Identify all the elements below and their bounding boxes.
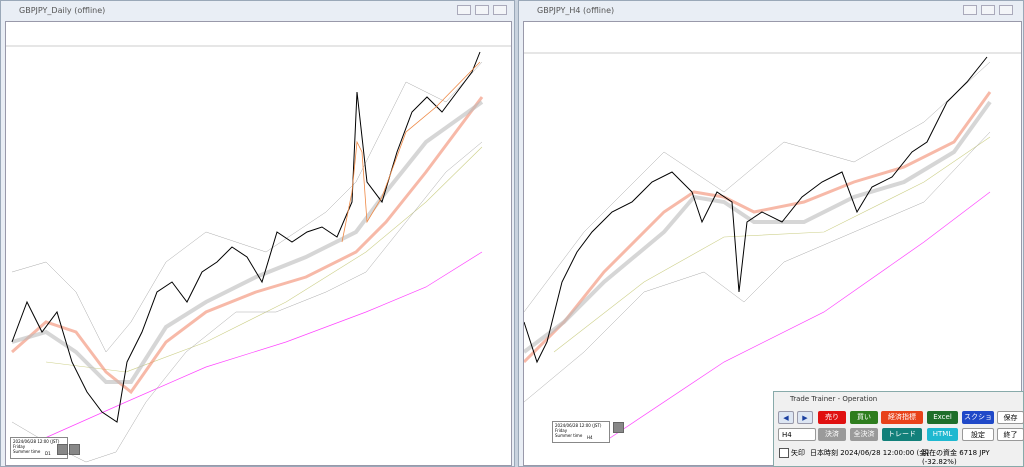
chart bbox=[5, 21, 512, 466]
button[interactable]: 全決済 bbox=[850, 428, 878, 441]
panel-title: Trade Trainer - Operation bbox=[790, 395, 878, 403]
next-arrow[interactable] bbox=[69, 444, 80, 455]
checkbox[interactable] bbox=[779, 448, 789, 458]
window-title: GBPJPY_Daily (offline) bbox=[19, 6, 106, 15]
maximize[interactable] bbox=[981, 5, 995, 15]
info-timeframe: D1 bbox=[45, 451, 51, 456]
info-day: Friday bbox=[13, 444, 26, 449]
button[interactable]: 設定 bbox=[962, 428, 994, 441]
button[interactable]: スクショ bbox=[962, 411, 994, 424]
minimize[interactable] bbox=[457, 5, 471, 15]
timeframe-select[interactable]: H4 bbox=[778, 428, 816, 441]
info-date: 2024/06/28 12:00 (JST) bbox=[555, 423, 602, 428]
info-date: 2024/06/28 12:00 (JST) bbox=[13, 439, 60, 444]
balance: 現在の資金 6718 JPY (-32.82%) bbox=[922, 449, 990, 466]
button[interactable]: 買い bbox=[850, 411, 878, 424]
prev-arrow[interactable] bbox=[57, 444, 68, 455]
button[interactable]: 経済指標 bbox=[881, 411, 923, 424]
info-dst: Summer time bbox=[13, 449, 41, 454]
button[interactable]: Excel bbox=[927, 411, 958, 424]
button[interactable]: 決済 bbox=[818, 428, 846, 441]
checkbox-label: 矢印 bbox=[791, 449, 805, 457]
minimize[interactable] bbox=[963, 5, 977, 15]
button[interactable]: トレード bbox=[882, 428, 922, 441]
button[interactable]: 終了 bbox=[997, 428, 1024, 441]
info-day: Friday bbox=[555, 428, 568, 433]
info-timeframe: H4 bbox=[587, 435, 593, 440]
maximize[interactable] bbox=[475, 5, 489, 15]
info-box: 2024/06/28 12:00 (JST) Friday Summer tim… bbox=[10, 437, 68, 459]
info-dst: Summer time bbox=[555, 433, 583, 438]
info-box: 2024/06/28 12:00 (JST) Friday Summer tim… bbox=[552, 421, 610, 443]
button[interactable]: 売り bbox=[818, 411, 846, 424]
button[interactable]: ◀ bbox=[778, 411, 794, 424]
trade-panel: Trade Trainer - Operation H4 矢印 日本時刻 202… bbox=[773, 391, 1024, 467]
button[interactable]: 保存 bbox=[997, 411, 1024, 424]
window-title: GBPJPY_H4 (offline) bbox=[537, 6, 615, 15]
close[interactable] bbox=[493, 5, 507, 15]
button[interactable]: HTML bbox=[927, 428, 958, 441]
close[interactable] bbox=[999, 5, 1013, 15]
chart-window: GBPJPY_H4 (offline) 2024/06/28 12:00 (JS… bbox=[518, 0, 1024, 467]
button[interactable]: ▶ bbox=[797, 411, 813, 424]
japan-time: 日本時刻 2024/06/28 12:00:00 (金) bbox=[810, 449, 929, 457]
prev-arrow[interactable] bbox=[613, 422, 624, 433]
chart-window: GBPJPY_Daily (offline) 2024/06/28 12:00 … bbox=[0, 0, 515, 467]
